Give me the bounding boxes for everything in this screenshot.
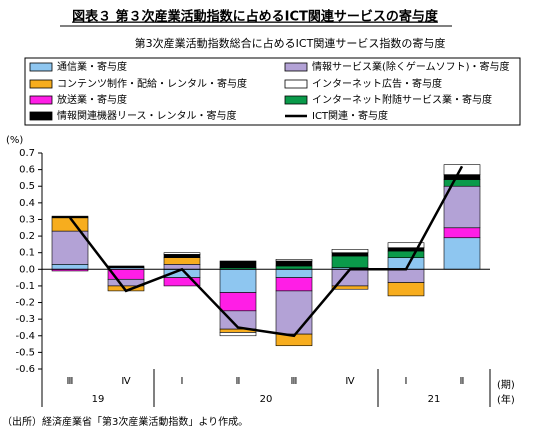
y-tick-label: 0.2 [19, 231, 35, 242]
x-tick-label: Ⅱ [236, 376, 241, 387]
bar-segment [275, 277, 313, 292]
bar-segment [51, 264, 89, 270]
y-tick-label: -0.1 [15, 281, 35, 292]
bar-segment [331, 255, 369, 268]
year-label: 19 [92, 394, 105, 405]
bar-segment [443, 164, 481, 175]
bar-segment [163, 257, 201, 265]
y-tick-label: 0.0 [19, 264, 35, 275]
legend-label: 情報関連機器リース・レンタル・寄与度 [57, 109, 237, 122]
legend-swatch [29, 79, 53, 89]
bar-segment [443, 174, 481, 180]
bar-segment [163, 252, 201, 255]
bar-segment [331, 252, 369, 257]
y-tick-label: 0.6 [19, 165, 35, 176]
y-tick-label: 0.4 [19, 198, 35, 209]
bar-segment [387, 282, 425, 297]
y-tick-label: 0.1 [19, 248, 35, 259]
bar-segment [163, 277, 201, 287]
y-tick-label: -0.5 [15, 347, 35, 358]
legend-label: インターネット広告・寄与度 [312, 77, 442, 90]
legend-label: ICT関連・寄与度 [312, 109, 388, 122]
source-note: （出所）経済産業省「第3次産業活動指数」より作成。 [2, 415, 248, 428]
bar-segment [387, 269, 425, 283]
bar-segment [331, 249, 369, 253]
legend-swatch [284, 95, 308, 105]
legend-swatch [29, 62, 53, 72]
bar-segment [163, 254, 201, 258]
year-label: 21 [428, 394, 441, 405]
bar-segment [219, 269, 257, 293]
legend-swatch [29, 111, 53, 121]
bar-segment [387, 242, 425, 249]
legend-label: インターネット附随サービス業・寄与度 [312, 93, 492, 106]
x-tick-label: Ⅱ [460, 376, 465, 387]
bar-segment [275, 290, 313, 335]
bar-segment [275, 269, 313, 278]
year-axis-label: (年) [497, 393, 515, 406]
bar-segment [443, 237, 481, 270]
legend-swatch [29, 95, 53, 105]
y-tick-label: -0.4 [15, 331, 35, 342]
bar-segment [219, 292, 257, 312]
chart-subtitle: 第3次産業活動指数総合に占めるICT関連サービス指数の寄与度 [135, 36, 446, 50]
y-tick-label: 0.3 [19, 214, 35, 225]
x-tick-label: Ⅲ [67, 376, 74, 387]
x-tick-label: Ⅰ [405, 376, 408, 387]
legend-label: 通信業・寄与度 [57, 60, 127, 73]
bar-segment [443, 227, 481, 239]
bar-segment [443, 179, 481, 187]
bar-segment [219, 260, 257, 268]
y-tick-label: 0.7 [19, 148, 35, 159]
line-series [69, 165, 464, 338]
bar-segment [443, 185, 481, 229]
legend-swatch [284, 62, 308, 72]
x-tick-label: Ⅰ [181, 376, 184, 387]
legend-label: 放送業・寄与度 [57, 93, 127, 106]
x-tick-label: Ⅳ [121, 376, 131, 387]
bar-segment [275, 259, 313, 262]
y-tick-label: -0.6 [15, 364, 35, 375]
bar-segment [219, 332, 257, 337]
bar-segment [51, 215, 89, 219]
legend-label: コンテンツ制作・配給・レンタル・寄与度 [57, 77, 247, 90]
bar-segment [51, 230, 89, 265]
legend-label: 情報サービス業(除くゲームソフト)・寄与度 [312, 60, 510, 73]
y-tick-label: 0.5 [19, 181, 35, 192]
bar-segment [107, 265, 145, 268]
legend-swatch [284, 79, 308, 89]
legend-box [24, 57, 521, 126]
chart-title: 図表３ 第３次産業活動指数に占めるICT関連サービスの寄与度 [72, 9, 439, 25]
x-tick-label: Ⅲ [291, 376, 298, 387]
y-axis-label: (%) [6, 135, 23, 146]
y-tick-label: -0.3 [15, 314, 35, 325]
bar-segment [275, 260, 313, 267]
y-tick-label: -0.2 [15, 298, 35, 309]
bar-segment [387, 250, 425, 258]
year-label: 20 [260, 394, 273, 405]
bar-segment [331, 285, 369, 290]
x-axis-label: (期) [497, 379, 515, 391]
x-tick-label: Ⅳ [345, 376, 355, 387]
